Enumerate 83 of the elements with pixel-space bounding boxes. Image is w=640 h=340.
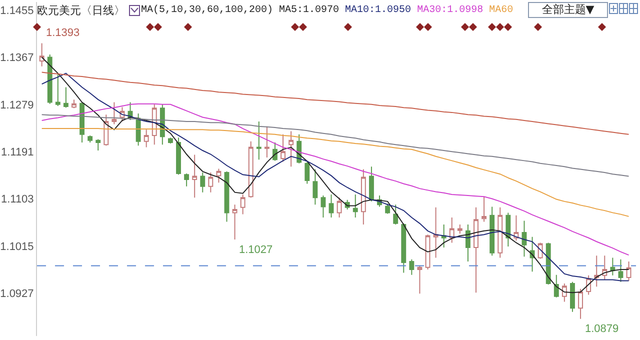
candlestick: [304, 162, 310, 184]
candlestick: [216, 168, 222, 184]
candlestick: [441, 224, 446, 248]
candlestick: [232, 204, 238, 240]
candlestick: [328, 194, 334, 218]
y-tick-label: 1.1191: [0, 146, 34, 158]
candlestick: [457, 224, 462, 234]
annotation: 1.0879: [585, 323, 619, 335]
candlestick: [618, 258, 624, 282]
candlestick: [96, 138, 101, 151]
y-tick-label: 1.1455: [0, 4, 34, 17]
candlestick: [417, 265, 422, 294]
dropdown-button: 全部主题▼: [528, 2, 608, 18]
candlestick: [152, 104, 157, 146]
candlestick: [192, 154, 198, 198]
chart-title: 欧元美元〈日线〉: [37, 2, 125, 18]
candlestick: [514, 214, 519, 242]
candlestick: [498, 206, 503, 258]
candlestick: [562, 282, 567, 302]
candlestick: [602, 255, 608, 280]
annotation: 1.1393: [46, 27, 80, 39]
candlestick: [578, 288, 583, 320]
chart-subtitle: MA(5,10,30,60,100,200): [141, 4, 274, 16]
candlestick: [312, 168, 318, 206]
candlestick: [264, 126, 270, 158]
candlestick: [594, 255, 600, 288]
candlestick: [465, 224, 470, 262]
candlestick: [554, 274, 559, 298]
candlestick: [320, 195, 326, 218]
text: MA60: [489, 4, 514, 16]
candlestick: [168, 137, 173, 144]
candlestick: [208, 172, 214, 193]
candlestick: [88, 134, 93, 143]
candlestick: [288, 130, 294, 168]
candlestick: [570, 281, 575, 312]
candlestick: [39, 42, 44, 67]
candlestick: [401, 222, 406, 274]
candlestick: [360, 168, 366, 225]
line-series: [41, 114, 630, 177]
candlestick: [385, 203, 390, 214]
candlestick: [610, 257, 616, 276]
candlestick: [184, 173, 190, 187]
candlestick: [336, 197, 342, 218]
candlestick: [449, 217, 454, 244]
candlestick: [506, 212, 511, 247]
text: MA10:1.0950: [345, 4, 412, 16]
candlestick: [409, 258, 414, 276]
candlestick: [112, 102, 117, 125]
candlestick: [72, 99, 76, 109]
y-tick-label: 1.1279: [0, 99, 34, 112]
candlestick: [522, 220, 527, 258]
y-tick-label: 1.1015: [0, 240, 34, 253]
candlestick: [626, 260, 632, 282]
candlestick: [176, 137, 181, 176]
candlestick: [104, 114, 109, 146]
candlestick: [433, 206, 438, 258]
candlestick: [256, 121, 262, 160]
annotation: 1.1027: [239, 244, 273, 256]
candlestick: [482, 196, 487, 222]
candlestick: [136, 113, 141, 146]
line-series: [41, 72, 630, 135]
text: MA30:1.0998: [417, 4, 484, 16]
y-tick-label: 1.1103: [0, 194, 34, 206]
candlestick: [240, 194, 246, 215]
candlestick: [393, 204, 398, 225]
candlestick: [272, 142, 278, 162]
candlestick: [200, 172, 206, 193]
candlestick: [280, 134, 286, 162]
y-tick-label: 1.0927: [0, 288, 34, 300]
candlestick: [490, 206, 495, 256]
candlestick: [80, 102, 84, 143]
y-tick-label: 1.1367: [0, 52, 34, 64]
candlestick: [55, 74, 60, 107]
text: MA5:1.0970: [279, 4, 340, 16]
line-series: [41, 103, 630, 256]
candlestick: [47, 54, 52, 104]
candlestick: [352, 194, 358, 218]
candlestick: [369, 166, 374, 202]
candlestick: [144, 129, 149, 148]
candlestick: [474, 206, 478, 294]
candlestick: [63, 86, 68, 108]
line-series: [41, 128, 630, 217]
candlestick: [248, 140, 254, 198]
